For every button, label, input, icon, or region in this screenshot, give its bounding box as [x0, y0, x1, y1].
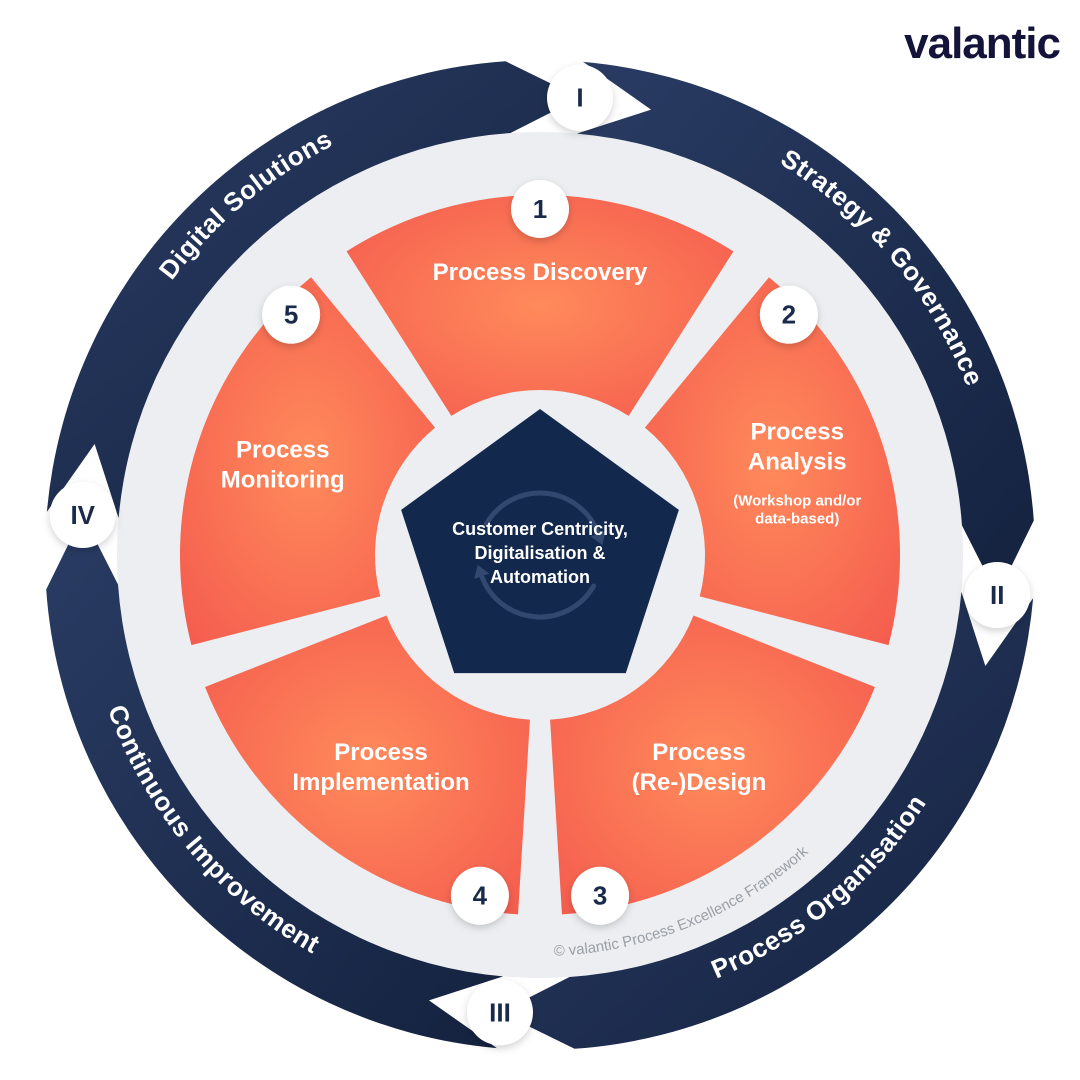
center-text: Customer Centricity, [452, 519, 628, 539]
petal-subtitle: (Workshop and/or [733, 492, 861, 509]
roman-numeral: II [990, 580, 1004, 610]
petal-title: Process Discovery [433, 259, 648, 286]
framework-diagram: valanticStrategy & GovernanceProcess Org… [0, 0, 1080, 1080]
roman-numeral: I [576, 83, 583, 113]
petal-title: Process [751, 418, 844, 445]
petal-number: 3 [593, 881, 607, 911]
petal-number: 5 [284, 300, 298, 330]
center-text: Digitalisation & [474, 543, 605, 563]
petal-number: 1 [533, 194, 547, 224]
center-text: Automation [490, 567, 590, 587]
roman-numeral: IV [70, 500, 95, 530]
petal-subtitle: data-based) [755, 510, 839, 527]
petal-title: Process [334, 739, 427, 766]
petal-title: Process [652, 739, 745, 766]
roman-numeral: III [489, 997, 511, 1027]
petal-number: 2 [782, 300, 796, 330]
brand-logo: valantic [904, 19, 1060, 68]
petal-title: Process [236, 436, 329, 463]
petal-number: 4 [473, 881, 488, 911]
petal-title: Monitoring [221, 466, 345, 493]
petal-title: (Re-)Design [632, 769, 767, 796]
petal-title: Analysis [748, 448, 847, 475]
petal-title: Implementation [292, 769, 469, 796]
